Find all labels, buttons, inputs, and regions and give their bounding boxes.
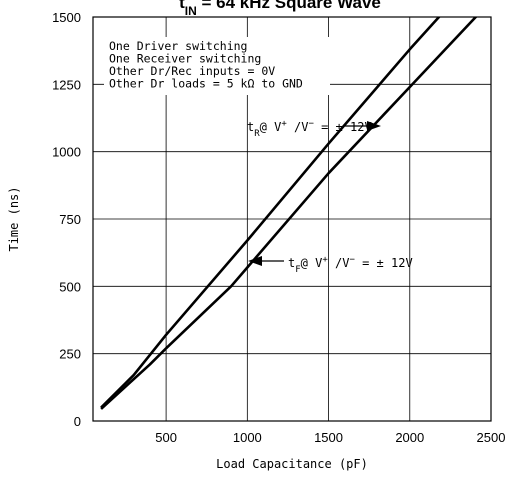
- x-tick-label: 1500: [314, 430, 343, 445]
- note-line: One Receiver switching: [109, 52, 261, 66]
- tf-label-val: = ± 12V: [355, 256, 413, 270]
- y-tick-label: 500: [59, 279, 81, 294]
- y-tick-label: 750: [59, 212, 81, 227]
- tr-label-cond: @ V: [260, 120, 282, 134]
- series-tr-line: [100, 17, 441, 409]
- tf-label-cond: @ V: [301, 256, 323, 270]
- tf-label-sub: F: [295, 265, 300, 275]
- notes-box: [104, 37, 330, 95]
- y-tick-label: 250: [59, 347, 81, 362]
- tf-arrow-head: [248, 256, 262, 266]
- note-line: Other Dr/Rec inputs = 0V: [109, 64, 275, 78]
- series-tf-line: [100, 17, 478, 410]
- chart-title-rest: = 64 kHz Square Wave: [197, 0, 381, 12]
- tr-label-text: tR@ V+ /V− = ± 12V: [247, 119, 372, 139]
- tr-arrow-head: [367, 121, 381, 131]
- tf-label-t: t: [288, 256, 295, 270]
- tr-label-sup2: −: [308, 119, 314, 129]
- y-tick-label: 1500: [52, 10, 81, 25]
- tr-label-t: t: [247, 120, 254, 134]
- tr-label-sup1: +: [281, 119, 287, 129]
- series-label-tf: tF@ V+ /V− = ± 12V: [248, 255, 413, 275]
- y-tick-label: 1250: [52, 77, 81, 92]
- series-group: [100, 17, 478, 410]
- y-axis-label: Time (ns): [7, 186, 21, 251]
- chart-title-sub: IN: [185, 4, 197, 18]
- note-line: One Driver switching: [109, 39, 247, 53]
- x-tick-label: 1000: [233, 430, 262, 445]
- note-line: Other Dr loads = 5 kΩ to GND: [109, 77, 303, 91]
- plot-frame: [92, 16, 492, 422]
- y-tick-label: 0: [74, 414, 81, 429]
- y-tick-label: 1000: [52, 145, 81, 160]
- tr-label-val: = ± 12V: [314, 120, 372, 134]
- x-tick-label: 2000: [395, 430, 424, 445]
- x-tick-label: 500: [155, 430, 177, 445]
- tr-label-sub: R: [254, 129, 260, 139]
- chart-title-main: t: [179, 0, 185, 12]
- chart-title: tIN = 64 kHz Square Wave: [179, 0, 381, 18]
- tf-label-mid: /V: [328, 256, 350, 270]
- series-label-tr: tR@ V+ /V− = ± 12V: [247, 119, 381, 139]
- x-axis-label: Load Capacitance (pF): [216, 457, 368, 471]
- tr-label-mid: /V: [287, 120, 309, 134]
- tf-label-sup1: +: [322, 255, 328, 265]
- x-tick-label: 2500: [477, 430, 506, 445]
- tick-labels: 500 1000 1500 2000 2500 0 250 500 750 1000 1250 150…: [52, 10, 505, 445]
- tf-label-sup2: −: [349, 255, 355, 265]
- tf-label-text: tF@ V+ /V− = ± 12V: [288, 255, 413, 275]
